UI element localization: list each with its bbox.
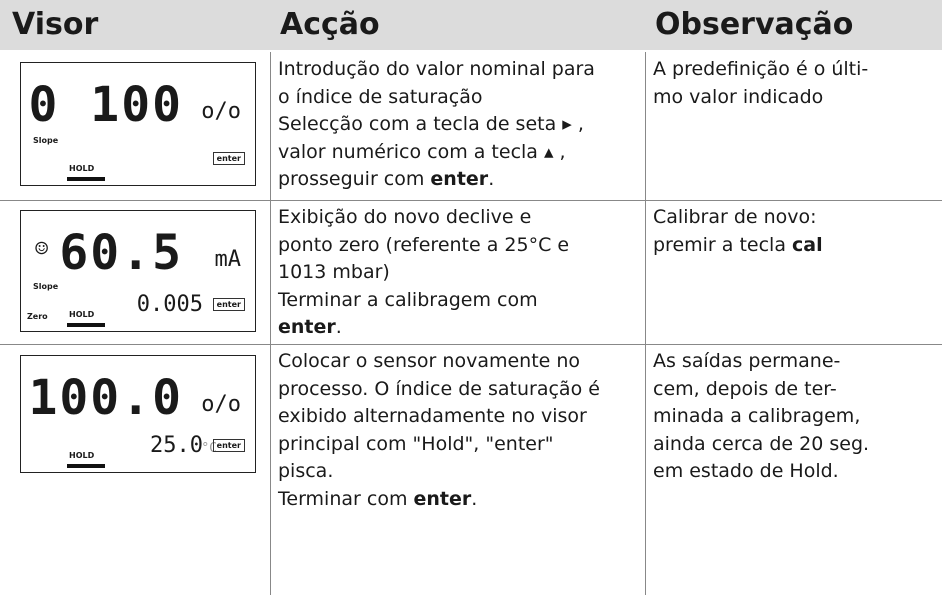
- row-separator: [0, 200, 942, 201]
- text-line: enter.: [278, 314, 645, 342]
- lcd-secondary-value: 25.0: [150, 433, 203, 458]
- column-header: Acção: [270, 0, 645, 50]
- text-line: Calibrar de novo:: [653, 206, 817, 228]
- lcd-main-value: 100.0: [28, 370, 183, 426]
- text-line: Terminar a calibragem com: [278, 288, 538, 311]
- text-line: cem, depois de ter-: [653, 377, 837, 400]
- lcd-label: HOLD: [69, 164, 95, 173]
- note-cell: A predefinição é o últi-mo valor indicad…: [645, 56, 942, 111]
- lcd-main-value: 0 100: [28, 77, 183, 133]
- lcd-secondary-value: 0.005: [136, 292, 203, 317]
- text-line: exibido alternadamente no visor: [278, 405, 587, 427]
- text: prosseguir com: [278, 168, 431, 190]
- column-separator: [645, 52, 646, 595]
- lcd-label: enter: [212, 298, 245, 311]
- lcd-display: 100.0 o/o 25.0 °C HOLD enter: [20, 355, 256, 473]
- text-line: Terminar com enter.: [278, 486, 645, 514]
- row-separator: [0, 344, 942, 345]
- lcd-label: Zero: [27, 312, 48, 321]
- text-line: Colocar o sensor novamente no: [278, 350, 581, 372]
- lcd-label: Slope: [33, 136, 59, 145]
- text-line: 1013 mbar): [278, 261, 390, 283]
- lcd-label: HOLD: [69, 451, 95, 460]
- text: .: [335, 316, 342, 338]
- action-cell: Introdução do valor nominal para o índice…: [270, 56, 645, 194]
- bold-text: enter: [413, 487, 472, 510]
- lcd-label: HOLD: [69, 310, 95, 319]
- text-line: Introdução do valor nominal para: [278, 58, 595, 80]
- text-line: ponto zero (referente a 25°C e: [278, 233, 570, 256]
- bold-text: enter: [430, 168, 489, 190]
- text-line: ainda cerca de 20 seg.: [653, 432, 870, 455]
- lcd-unit: o/o: [201, 392, 241, 417]
- lcd-label: enter: [212, 152, 245, 165]
- text-line: minada a calibragem,: [653, 405, 861, 427]
- lcd-display: 0 100 o/o Slope HOLD enter: [20, 62, 256, 186]
- column-header: Visor: [0, 0, 270, 50]
- lcd-unit: mA: [214, 247, 242, 272]
- text-line: mo valor indicado: [653, 85, 824, 108]
- note-cell: As saídas permane-cem, depois de ter-min…: [645, 348, 942, 486]
- lcd-label: Slope: [33, 282, 59, 291]
- text-line: o índice de saturação: [278, 85, 483, 108]
- lcd-hold-bar: [67, 464, 105, 468]
- text: .: [471, 487, 478, 510]
- text-line: processo. O índice de saturação é: [278, 377, 600, 400]
- note-cell: Calibrar de novo: premir a tecla cal: [645, 204, 942, 259]
- text-line: pisca.: [278, 460, 334, 482]
- text-line: valor numérico com a tecla ▴ ,: [278, 140, 566, 163]
- lcd-main-value: 60.5: [59, 225, 183, 281]
- text: premir a tecla: [653, 233, 793, 256]
- text-line: premir a tecla cal: [653, 232, 942, 260]
- text-line: Selecção com a tecla de seta ▸ ,: [278, 113, 584, 135]
- bold-text: cal: [792, 233, 823, 256]
- column-separator: [270, 52, 271, 595]
- lcd-hold-bar: [67, 177, 105, 181]
- text-line: As saídas permane-: [653, 350, 841, 372]
- lcd-icon: ☺: [35, 237, 49, 262]
- text: Terminar com: [278, 487, 414, 510]
- lcd-display: 60.5 mA 0.005 ☺ Slope Zero HOLD enter: [20, 210, 256, 332]
- text-line: principal com "Hold", "enter": [278, 432, 554, 455]
- text-line: Exibição do novo declive e: [278, 206, 532, 228]
- lcd-unit: o/o: [201, 99, 241, 124]
- lcd-hold-bar: [67, 323, 105, 327]
- column-header: Observação: [645, 0, 942, 50]
- text: .: [488, 168, 495, 190]
- text-line: prosseguir com enter.: [278, 166, 645, 194]
- action-cell: Colocar o sensor novamente no processo. O…: [270, 348, 645, 513]
- lcd-label: enter: [212, 439, 245, 452]
- action-cell: Exibição do novo declive e ponto zero (re…: [270, 204, 645, 342]
- bold-text: enter: [278, 316, 336, 338]
- text-line: em estado de Hold.: [653, 460, 839, 482]
- text-line: A predefinição é o últi-: [653, 58, 869, 80]
